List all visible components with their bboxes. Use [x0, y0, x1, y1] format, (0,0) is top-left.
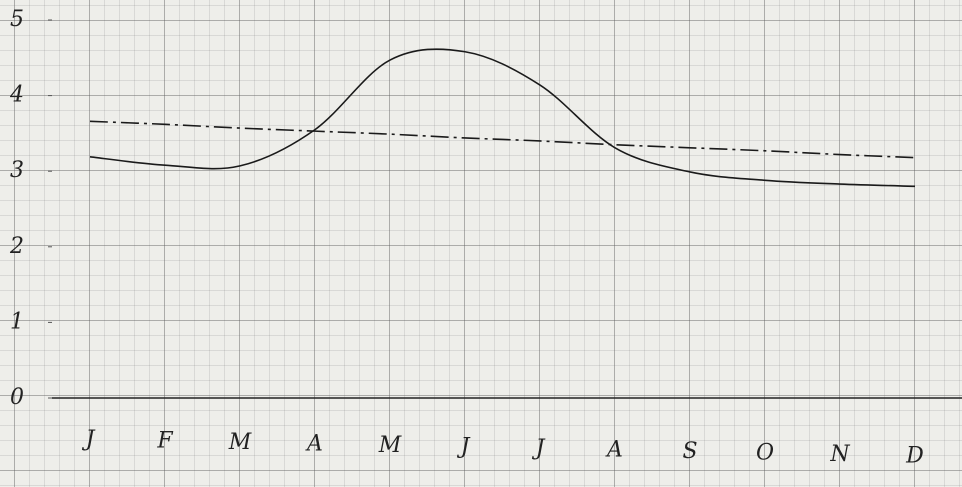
x-tick-label: M: [228, 430, 252, 455]
x-tick-label: D: [905, 444, 924, 469]
x-tick-label: S: [682, 439, 697, 464]
x-tick-label: A: [305, 432, 323, 457]
x-tick-label: J: [457, 435, 471, 460]
x-tick-label: F: [156, 429, 173, 454]
line-series: [89, 48, 916, 188]
y-tick-label: 4: [9, 83, 24, 108]
x-tick-label: A: [605, 438, 623, 463]
y-tick-label: 2: [9, 234, 24, 259]
x-tick-label: J: [82, 427, 96, 452]
y-tick-label: 3: [10, 158, 24, 183]
x-tick-label: O: [756, 441, 774, 466]
y-tick-label: 5: [10, 7, 24, 32]
y-tick-label: 1: [10, 309, 24, 334]
y-tick-label: 0: [10, 385, 24, 410]
x-tick-label: N: [829, 442, 850, 467]
x-tick-label: M: [378, 433, 402, 458]
line-series: [89, 120, 916, 159]
x-tick-label: J: [532, 436, 546, 461]
